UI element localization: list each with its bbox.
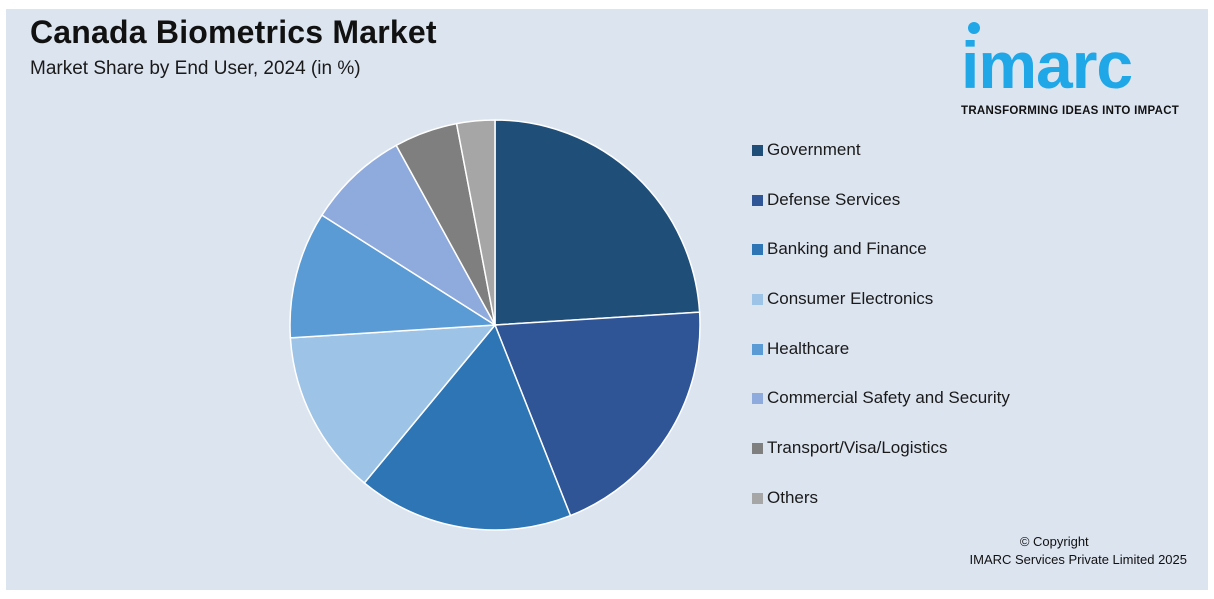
legend-label: Transport/Visa/Logistics xyxy=(767,438,948,458)
imarc-logo: imarc TRANSFORMING IDEAS INTO IMPACT xyxy=(955,10,1195,122)
pie-slice-consumer-electronics xyxy=(289,324,497,485)
legend-swatch xyxy=(752,244,763,256)
legend-item: Healthcare xyxy=(752,339,1010,389)
legend-swatch xyxy=(752,194,763,206)
legend-item: Transport/Visa/Logistics xyxy=(752,438,1010,488)
chart-legend: Government Defense Services Banking and Fi… xyxy=(752,140,1010,538)
pie-chart xyxy=(289,119,701,531)
legend-swatch xyxy=(752,145,763,156)
pie-slice-banking-and-finance xyxy=(363,323,572,531)
legend-swatch xyxy=(752,343,763,355)
legend-label: Commercial Safety and Security xyxy=(767,388,1010,408)
pie-slice-commercial-safety-and-security xyxy=(320,144,496,326)
legend-swatch xyxy=(752,393,763,405)
legend-label: Consumer Electronics xyxy=(767,289,934,309)
legend-label: Others xyxy=(767,487,819,507)
logo-wordmark: imarc xyxy=(961,28,1133,102)
copyright-notice: © Copyright IMARC Services Private Limit… xyxy=(970,533,1187,569)
copyright-line-2: IMARC Services Private Limited 2025 xyxy=(969,552,1187,567)
pie-slice-defense-services xyxy=(493,311,701,517)
legend-item: Government xyxy=(752,140,1010,190)
legend-item: Defense Services xyxy=(752,190,1010,240)
pie-slice-healthcare xyxy=(289,214,498,339)
logo-tagline: TRANSFORMING IDEAS INTO IMPACT xyxy=(961,105,1180,117)
logo-dot-icon xyxy=(968,22,980,34)
pie-slice-others xyxy=(455,119,496,326)
chart-title: Canada Biometrics Market xyxy=(30,14,437,50)
legend-item: Others xyxy=(752,488,1010,538)
legend-label: Defense Services xyxy=(767,189,901,209)
legend-item: Banking and Finance xyxy=(752,239,1010,289)
legend-swatch xyxy=(752,492,763,504)
legend-label: Government xyxy=(767,140,861,159)
legend-label: Healthcare xyxy=(767,338,850,358)
legend-swatch xyxy=(752,294,763,306)
legend-item: Commercial Safety and Security xyxy=(752,388,1010,438)
legend-item: Consumer Electronics xyxy=(752,289,1010,339)
copyright-line-1: © Copyright xyxy=(1019,534,1089,549)
legend-swatch xyxy=(752,443,763,455)
chart-subtitle: Market Share by End User, 2024 (in %) xyxy=(30,58,361,79)
legend-label: Banking and Finance xyxy=(767,239,927,259)
pie-slice-government xyxy=(494,119,701,326)
